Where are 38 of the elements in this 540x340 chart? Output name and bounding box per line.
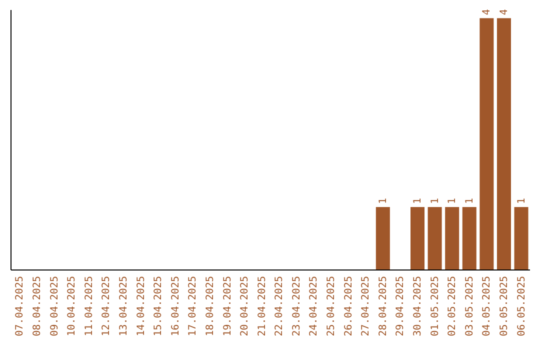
data-label: 1 bbox=[378, 198, 389, 204]
x-tick-label: 14.04.2025 bbox=[136, 276, 147, 336]
x-tick-label: 25.04.2025 bbox=[326, 276, 338, 336]
x-tick-label: 13.04.2025 bbox=[118, 276, 130, 336]
x-tick-label: 26.04.2025 bbox=[343, 276, 354, 336]
data-label: 4 bbox=[482, 9, 493, 16]
data-label: 1 bbox=[430, 198, 441, 204]
x-tick-label: 05.05.2025 bbox=[498, 276, 510, 336]
x-tick-label: 16.04.2025 bbox=[170, 276, 182, 336]
data-label: 1 bbox=[412, 198, 424, 204]
x-tick-label: 30.04.2025 bbox=[412, 276, 424, 336]
data-label: 1 bbox=[516, 198, 528, 204]
x-tick-label: 11.04.2025 bbox=[84, 276, 95, 336]
x-tick-label: 21.04.2025 bbox=[256, 276, 268, 336]
x-tick-label: 01.05.2025 bbox=[430, 276, 441, 336]
data-label: 4 bbox=[498, 9, 510, 16]
x-tick-label: 04.05.2025 bbox=[482, 276, 493, 336]
x-tick-label: 23.04.2025 bbox=[291, 276, 302, 336]
data-label: 1 bbox=[447, 198, 458, 204]
data-label: 1 bbox=[464, 198, 476, 204]
x-tick-label: 02.05.2025 bbox=[447, 276, 458, 336]
x-tick-label: 24.04.2025 bbox=[308, 276, 320, 336]
x-tick-label: 09.04.2025 bbox=[49, 276, 60, 336]
x-tick-label: 27.04.2025 bbox=[360, 276, 372, 336]
x-tick-label: 03.05.2025 bbox=[464, 276, 476, 336]
x-tick-label: 07.04.2025 bbox=[14, 276, 26, 336]
x-tick-label: 08.04.2025 bbox=[32, 276, 44, 336]
x-tick-label: 12.04.2025 bbox=[101, 276, 112, 336]
x-tick-label: 29.04.2025 bbox=[395, 276, 406, 336]
x-tick-label: 18.04.2025 bbox=[204, 276, 216, 336]
x-tick-label: 20.04.2025 bbox=[240, 276, 251, 336]
x-tick-label: 06.05.2025 bbox=[516, 276, 528, 336]
x-tick-label: 22.04.2025 bbox=[274, 276, 286, 336]
x-tick-label: 10.04.2025 bbox=[66, 276, 78, 336]
x-tick-label: 28.04.2025 bbox=[378, 276, 389, 336]
x-tick-label: 17.04.2025 bbox=[188, 276, 199, 336]
x-tick-label: 15.04.2025 bbox=[153, 276, 164, 336]
x-tick-label: 19.04.2025 bbox=[222, 276, 234, 336]
